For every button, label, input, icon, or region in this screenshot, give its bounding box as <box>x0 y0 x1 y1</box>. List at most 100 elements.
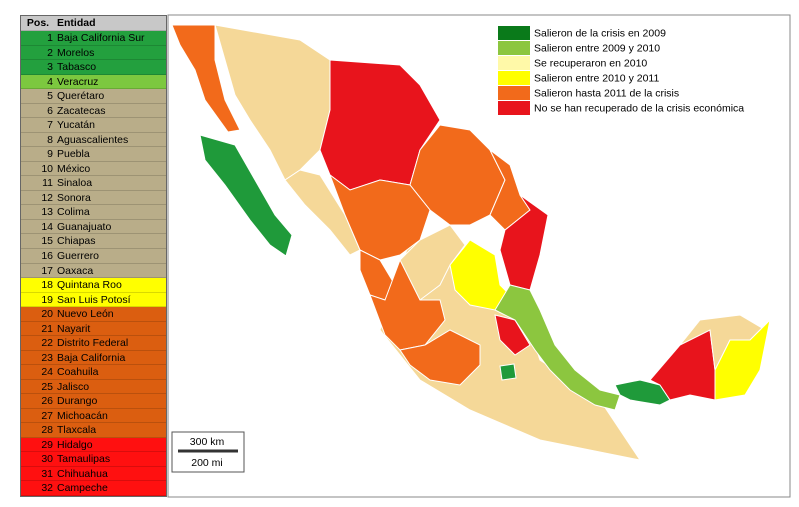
table-row: 28 Tlaxcala <box>21 423 166 438</box>
legend-label: Salieron de la crisis en 2009 <box>534 27 666 39</box>
legend-label: Salieron entre 2009 y 2010 <box>534 42 660 54</box>
state <box>171 24 241 133</box>
states <box>171 24 771 461</box>
state <box>449 239 511 311</box>
table-cell: Coahuila <box>57 366 99 379</box>
table-cell: Veracruz <box>57 75 99 88</box>
table-cell: Guanajuato <box>57 220 112 233</box>
legend-swatch <box>498 56 530 70</box>
legend-swatch <box>498 26 530 40</box>
header-cell: Pos. <box>26 17 50 29</box>
table-row: 1 Baja California Sur <box>21 31 166 46</box>
table-cell: 21 <box>41 322 53 335</box>
table-cell: Oaxaca <box>57 264 94 277</box>
table-cell: 11 <box>42 177 53 190</box>
table-cell: 19 <box>41 293 53 306</box>
table-cell: Tabasco <box>57 61 97 74</box>
legend-box <box>496 24 758 118</box>
table-row: 29 Hidalgo <box>21 437 166 453</box>
table-row: 18 Quintana Roo <box>21 278 166 293</box>
table-cell: Hidalgo <box>57 438 93 451</box>
state <box>369 258 446 351</box>
table-row: 32 Campeche <box>21 481 166 496</box>
table-row: 3 Tabasco <box>21 60 166 75</box>
table-cell: Sonora <box>57 191 91 204</box>
table-row: 13 Colima <box>21 205 166 220</box>
state <box>499 363 517 381</box>
table-cell: 31 <box>41 467 53 480</box>
table-cell: 13 <box>41 206 53 219</box>
state <box>359 249 396 301</box>
table-cell: 15 <box>41 235 53 248</box>
table-cell: Distrito Federal <box>57 337 129 350</box>
table-row: 17 Oaxaca <box>21 263 166 279</box>
table-cell: 8 <box>47 133 53 146</box>
table-cell: Puebla <box>57 148 90 161</box>
table-cell: Tlaxcala <box>57 424 97 437</box>
state <box>489 149 531 231</box>
state <box>494 314 531 356</box>
table-row: 22 Distrito Federal <box>21 336 166 351</box>
table-cell: Jalisco <box>57 380 90 393</box>
table-cell: Sinaloa <box>57 177 93 190</box>
table-row: 6 Zacatecas <box>21 103 166 119</box>
state <box>399 224 466 301</box>
state <box>649 324 716 401</box>
legend-label: Se recuperaron en 2010 <box>534 57 647 69</box>
table-row: 4 Veracruz <box>21 74 166 90</box>
scale-label: 200 mi <box>191 457 223 469</box>
header-cell: Entidad <box>57 17 96 29</box>
table-cell: Baja California <box>57 351 126 364</box>
table-row: 19 San Luis Potosí <box>21 292 166 308</box>
table-cell: 22 <box>41 337 53 350</box>
legend-label: No se han recuperado de la crisis económ… <box>534 102 744 114</box>
table-row: 11 Sinaloa <box>21 176 166 191</box>
table-cell: Colima <box>57 206 90 219</box>
table-row: 21 Nayarit <box>21 321 166 337</box>
state <box>679 314 763 372</box>
table-cell: 28 <box>41 424 53 437</box>
legend-swatch <box>498 71 530 85</box>
table-cell: 23 <box>41 351 53 364</box>
table-cell: 3 <box>47 61 53 74</box>
table-cell: Nuevo León <box>57 308 114 321</box>
table-header: Pos. Entidad <box>21 16 166 31</box>
table-cell: Morelos <box>57 46 95 59</box>
table-cell: 16 <box>41 249 53 262</box>
table-cell: Chihuahua <box>57 467 108 480</box>
state <box>499 194 549 291</box>
table-cell: Michoacán <box>57 409 108 422</box>
table-row: 9 Puebla <box>21 147 166 162</box>
table-row: 23 Baja California <box>21 350 166 366</box>
state <box>409 124 506 226</box>
table-cell: 4 <box>47 75 53 88</box>
table-cell: 17 <box>41 264 53 277</box>
table-cell: Campeche <box>57 482 108 495</box>
table-cell: 6 <box>47 104 53 117</box>
table-row: 26 Durango <box>21 394 166 409</box>
table-row: 30 Tamaulipas <box>21 452 166 467</box>
legend-label: Salieron hasta 2011 de la crisis <box>534 87 679 99</box>
table-cell: 1 <box>47 32 53 44</box>
table-cell: 5 <box>47 90 53 103</box>
table-cell: México <box>57 162 91 175</box>
state <box>614 379 671 406</box>
state <box>494 284 621 411</box>
table-cell: Chiapas <box>57 235 96 248</box>
state <box>199 134 293 257</box>
table-cell: San Luis Potosí <box>57 293 131 306</box>
table-row: 5 Querétaro <box>21 89 166 104</box>
table-row: 10 México <box>21 161 166 177</box>
table-cell: Yucatán <box>57 119 95 132</box>
table-row: 24 Coahuila <box>21 365 166 380</box>
table-cell: 30 <box>41 453 53 466</box>
legend-swatch <box>498 101 530 115</box>
table-cell: 24 <box>41 366 53 379</box>
table-cell: 7 <box>47 119 53 132</box>
state <box>399 329 481 386</box>
table-cell: Baja California Sur <box>57 32 145 44</box>
table-cell: Guerrero <box>57 249 100 262</box>
table-cell: 12 <box>41 191 53 204</box>
table-row: 8 Aguascalientes <box>21 132 166 148</box>
